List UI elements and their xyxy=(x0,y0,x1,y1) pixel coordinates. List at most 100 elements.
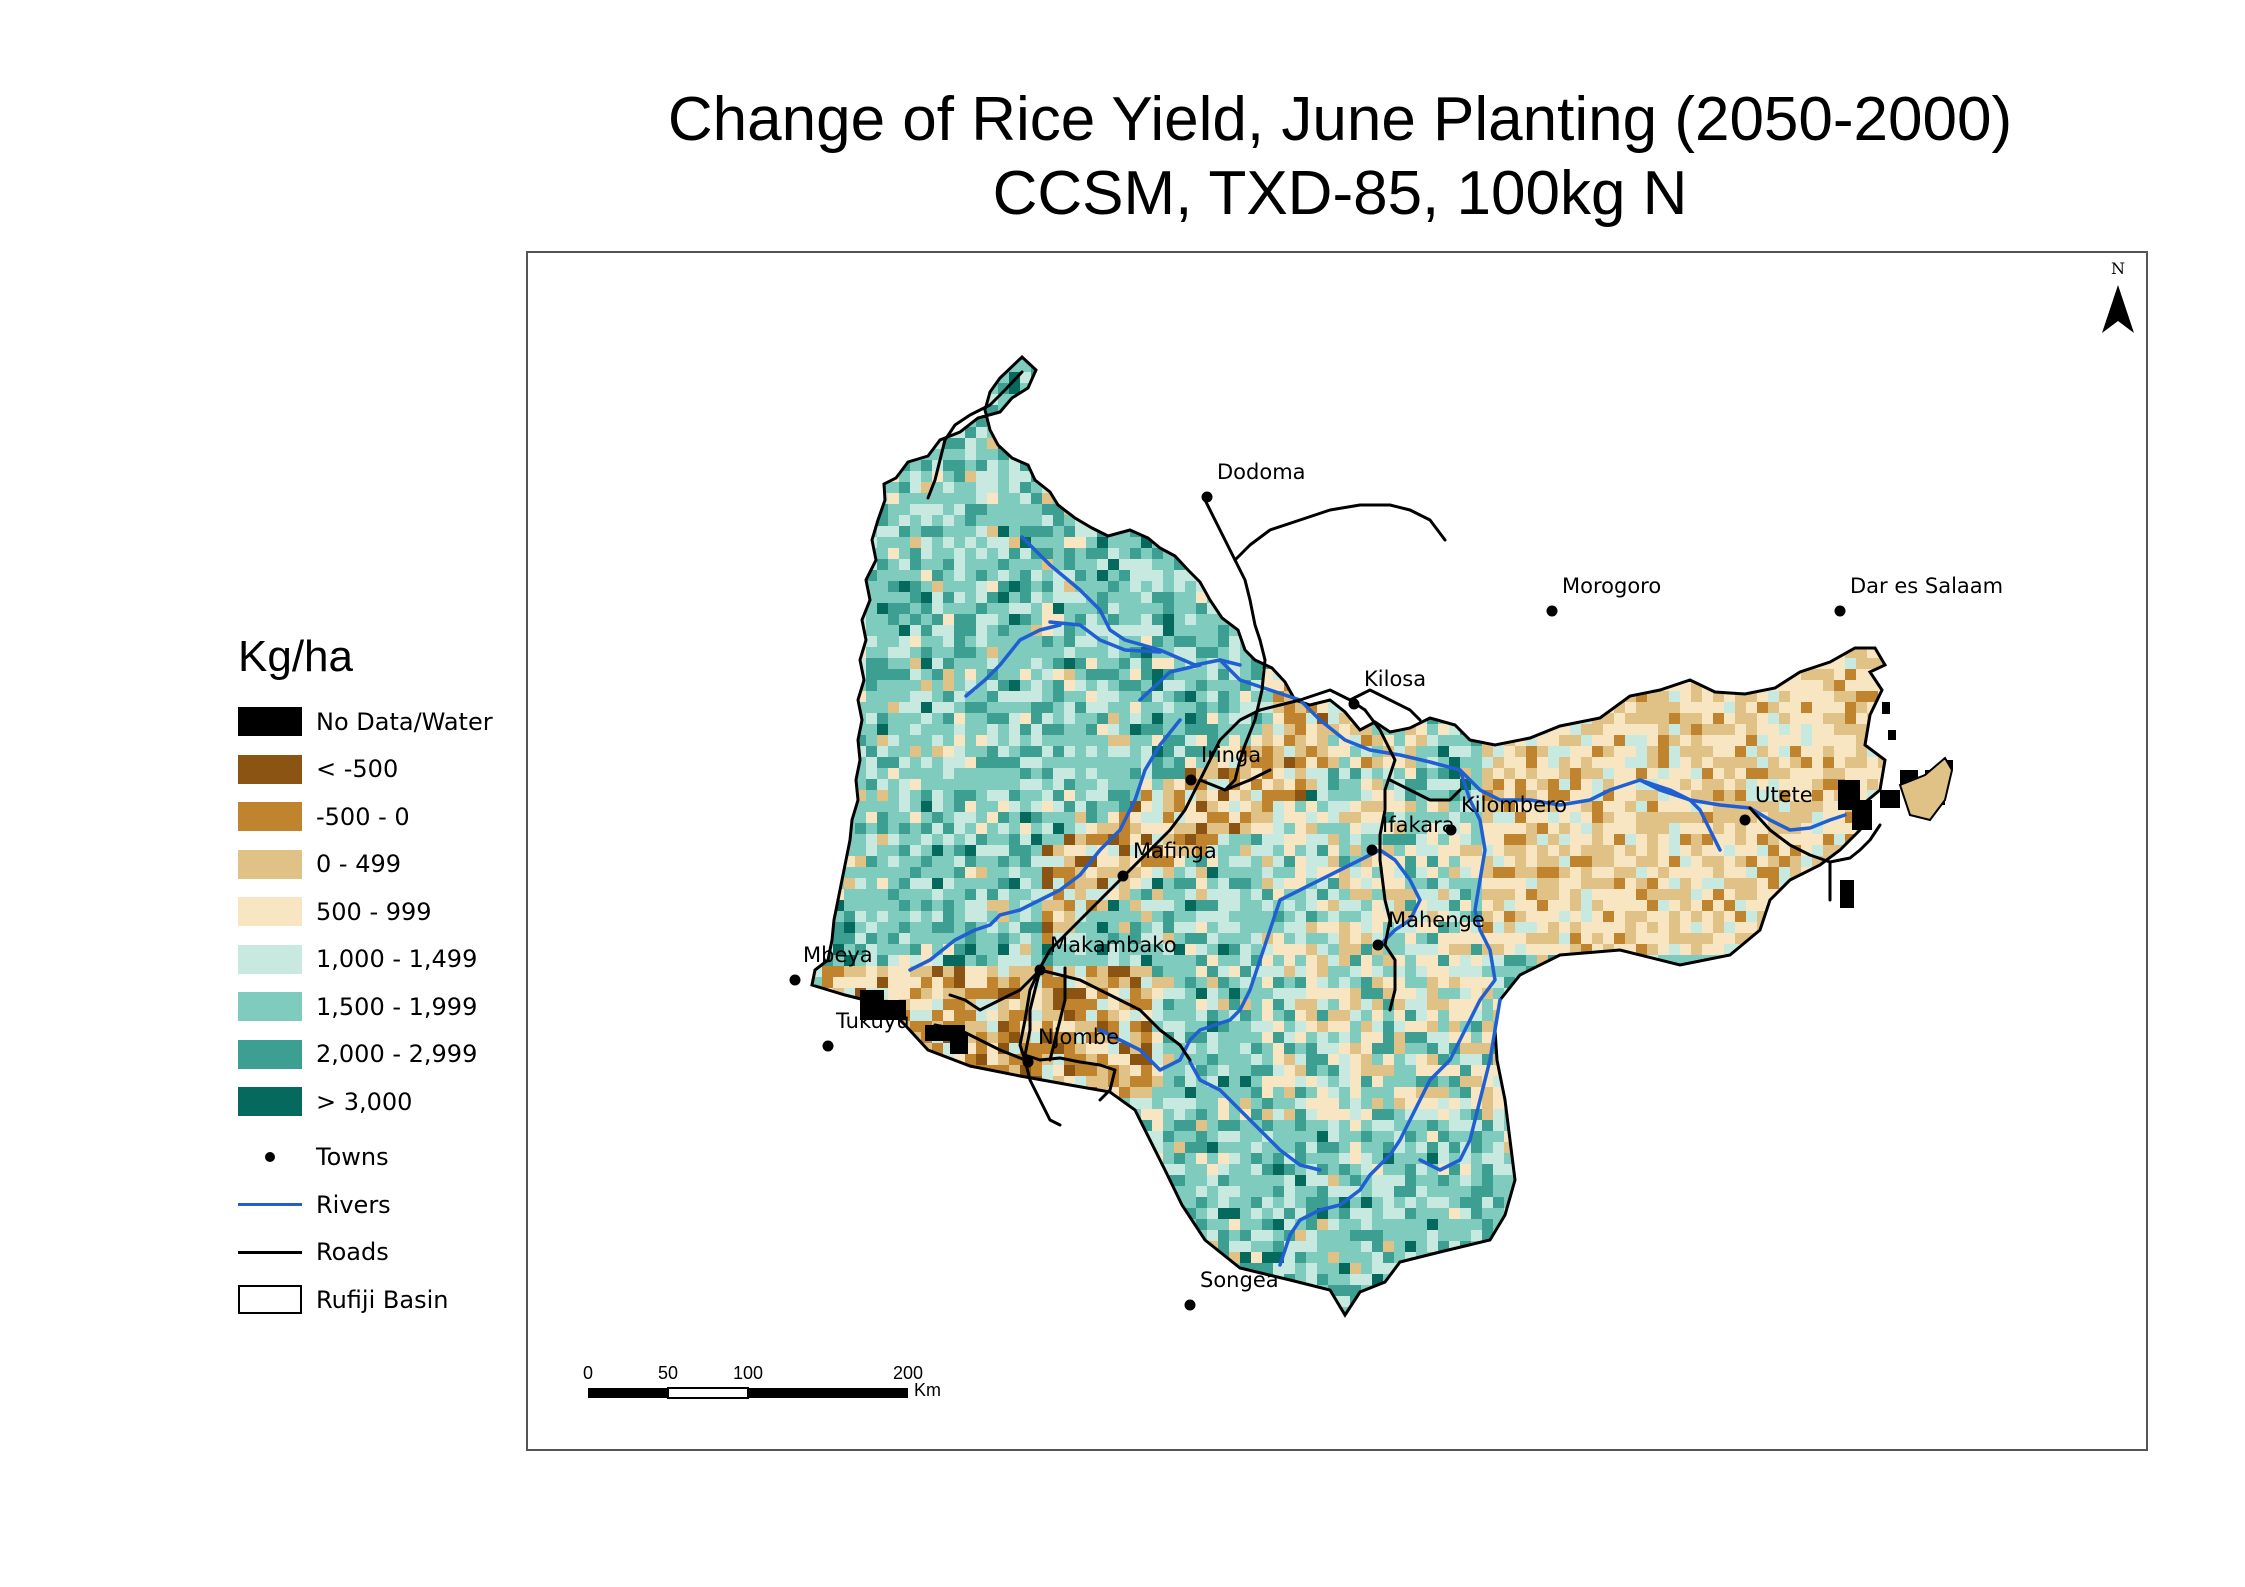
town-label: Tukuyu xyxy=(835,1009,910,1033)
road-segment xyxy=(948,968,1042,1012)
road-segment xyxy=(1348,688,1422,722)
legend-class-label: 1,500 - 1,999 xyxy=(316,992,478,1021)
legend-class-row: 0 - 499 xyxy=(238,841,493,889)
road-segment xyxy=(1198,688,1367,782)
road-segment xyxy=(1828,823,1882,864)
legend-swatch xyxy=(238,707,302,737)
river-segment xyxy=(1138,663,1202,702)
legend: Kg/ha No Data/Water < -500 -500 - 0 0 - 499… xyxy=(238,632,493,1324)
legend-class-label: 0 - 499 xyxy=(316,850,401,879)
river-segment xyxy=(1020,535,1242,667)
roads-line-icon xyxy=(238,1238,302,1267)
legend-class-label: 500 - 999 xyxy=(316,897,432,926)
legend-class-row: 1,000 - 1,499 xyxy=(238,936,493,984)
town-marker xyxy=(1834,605,1846,617)
town-marker xyxy=(1546,605,1558,617)
town-label: Mahenge xyxy=(1388,908,1485,932)
town-label: Mafinga xyxy=(1133,839,1217,863)
road-segment xyxy=(1038,968,1192,1062)
town-label: Iringa xyxy=(1201,743,1261,767)
legend-class-row: -500 - 0 xyxy=(238,793,493,841)
legend-swatch xyxy=(238,992,302,1022)
roads-layer xyxy=(926,370,1882,1127)
legend-swatch xyxy=(238,849,302,879)
town-label: Kilosa xyxy=(1364,667,1426,691)
legend-swatch xyxy=(238,897,302,927)
river-segment xyxy=(1218,658,1462,772)
legend-class-label: 1,000 - 1,499 xyxy=(316,945,478,974)
north-arrow: N xyxy=(2102,259,2134,333)
town-marker xyxy=(1185,774,1197,786)
no-data-water-areas xyxy=(860,702,1954,1054)
legend-swatch xyxy=(238,802,302,832)
river-segment xyxy=(1048,620,1162,654)
road-segment xyxy=(1748,806,1832,864)
road-segment xyxy=(1363,708,1397,1012)
scale-tick-50: 50 xyxy=(658,1363,678,1383)
town-marker xyxy=(789,974,801,986)
town-marker xyxy=(1372,939,1384,951)
town-label: Kilombero xyxy=(1461,793,1567,817)
town-label: Dodoma xyxy=(1217,460,1306,484)
town-label: Dar es Salaam xyxy=(1850,574,2003,598)
river-segment xyxy=(1638,778,1722,852)
basin-box-icon xyxy=(238,1285,302,1315)
town-label: Ifakara xyxy=(1382,813,1455,837)
river-segment xyxy=(1278,768,1497,1267)
rivers-line-icon xyxy=(238,1190,302,1219)
scale-tick-200: 200 xyxy=(893,1363,923,1383)
legend-symbol-row: Rivers xyxy=(238,1181,493,1229)
legend-symbol-row: Towns xyxy=(238,1134,493,1182)
legend-class-row: No Data/Water xyxy=(238,698,493,746)
yield-raster xyxy=(812,357,1885,1315)
town-label: Morogoro xyxy=(1562,574,1661,598)
legend-class-row: 500 - 999 xyxy=(238,888,493,936)
map-subtitle: CCSM, TXD-85, 100kg N xyxy=(992,159,1688,228)
legend-symbol-label: Rivers xyxy=(316,1190,391,1219)
river-segment xyxy=(964,623,1062,698)
river-segment xyxy=(1378,848,1422,947)
road-segment xyxy=(1018,778,1202,1062)
legend-title: Kg/ha xyxy=(238,632,353,681)
legend-symbol-label: Towns xyxy=(316,1143,389,1172)
legend-class-row: 2,000 - 2,999 xyxy=(238,1031,493,1079)
road-segment xyxy=(1023,1058,1062,1127)
road-segment xyxy=(926,370,1024,500)
legend-class-label: > 3,000 xyxy=(316,1087,413,1116)
town-marker xyxy=(1348,698,1360,710)
legend-swatch xyxy=(238,1039,302,1069)
legend-class-label: 2,000 - 2,999 xyxy=(316,1040,478,1069)
legend-class-label: -500 - 0 xyxy=(316,802,410,831)
road-segment xyxy=(933,1023,1027,1062)
legend-class-label: No Data/Water xyxy=(316,707,493,736)
legend-symbols: Towns Rivers Roads Rufiji Basin xyxy=(238,1134,493,1324)
legend-class-row: > 3,000 xyxy=(238,1078,493,1126)
north-arrow-icon xyxy=(2102,285,2134,333)
town-marker xyxy=(1117,870,1129,882)
town-marker xyxy=(1445,824,1457,836)
legend-symbol-label: Rufiji Basin xyxy=(316,1285,449,1314)
legend-classes: No Data/Water < -500 -500 - 0 0 - 499 500 - … xyxy=(238,698,493,1126)
town-marker xyxy=(1201,491,1213,503)
scale-unit: Km xyxy=(914,1380,941,1400)
rufiji-basin-outline xyxy=(810,354,1888,1318)
map-title: Change of Rice Yield, June Planting (205… xyxy=(667,85,2013,154)
rivers-layer xyxy=(908,535,1847,1267)
town-marker xyxy=(1366,844,1378,856)
town-marker xyxy=(1184,1299,1196,1311)
legend-symbol-row: Roads xyxy=(238,1229,493,1277)
legend-swatch xyxy=(238,1087,302,1117)
legend-class-row: 1,500 - 1,999 xyxy=(238,983,493,1031)
town-point-icon xyxy=(238,1143,302,1172)
town-marker xyxy=(1022,1056,1034,1068)
road-segment xyxy=(1198,498,1267,792)
town-label: Mbeya xyxy=(803,943,873,967)
map-frame xyxy=(526,251,2148,1451)
road-segment xyxy=(1048,966,1067,1062)
legend-class-row: < -500 xyxy=(238,746,493,794)
north-label: N xyxy=(2111,259,2125,278)
town-marker xyxy=(822,1040,834,1052)
town-marker xyxy=(1739,814,1751,826)
scale-bar: 0 50 100 200 Km xyxy=(583,1363,941,1400)
